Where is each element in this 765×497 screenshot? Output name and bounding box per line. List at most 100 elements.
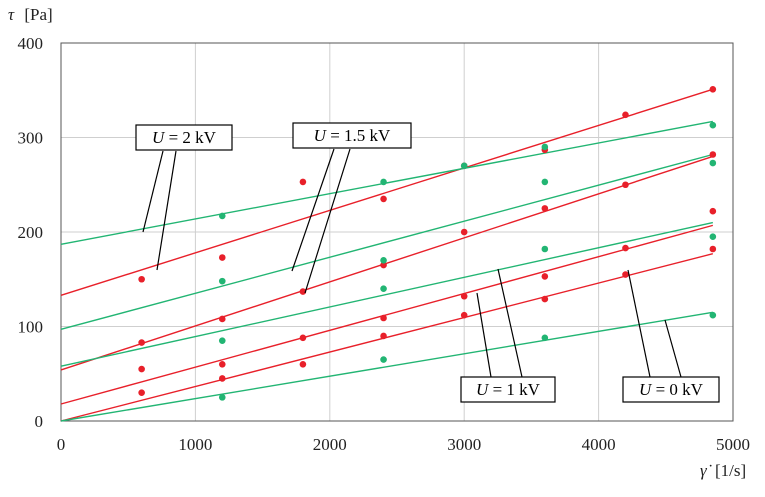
data-point-green (541, 178, 549, 186)
data-point-red (460, 228, 468, 236)
annotation-label: U = 0 kV (639, 380, 704, 399)
plot-area-frame (60, 42, 734, 422)
y-tick-label: 100 (18, 318, 44, 337)
data-point-red (460, 311, 468, 319)
annotation-leader-line (664, 319, 682, 378)
data-point-red (299, 334, 307, 342)
data-point-red (218, 315, 226, 323)
annotation-label: U = 1.5 kV (314, 126, 391, 145)
data-point-green (218, 337, 226, 344)
data-point-red (709, 151, 717, 158)
data-point-red (709, 86, 717, 93)
data-point-green (218, 277, 226, 285)
y-tick-label: 200 (18, 223, 44, 242)
fit-line-green-5 (60, 153, 714, 331)
data-point-green (709, 159, 717, 167)
annotation-value: = 0 kV (651, 380, 703, 399)
data-point-red (709, 245, 717, 253)
annotation-box (622, 376, 720, 403)
x-axis-unit: [1/s] (715, 461, 746, 480)
annotation-leader-line (497, 268, 523, 378)
y-axis-title: τ [Pa] (8, 5, 53, 24)
fit-line-red-1 (60, 155, 714, 371)
data-point-green (709, 311, 717, 319)
data-point-red (218, 361, 226, 368)
fit-line-green-7 (60, 311, 713, 422)
annotation-leader-line (627, 269, 651, 378)
annotation-leaders (142, 148, 682, 378)
data-point-red (380, 314, 387, 322)
annotation-value: = 1.5 kV (326, 126, 391, 145)
data-point-red (622, 271, 629, 278)
data-point-red (138, 365, 145, 373)
data-points (138, 86, 717, 401)
data-point-red (622, 244, 629, 252)
annotation-leader-line (304, 148, 351, 294)
data-point-red (460, 292, 468, 300)
data-point-red (218, 254, 226, 261)
y-tick-label: 0 (35, 412, 44, 431)
x-tick-label: 0 (57, 435, 66, 454)
annotation-leader-line (142, 150, 164, 233)
data-point-green (218, 212, 226, 220)
data-point-red (622, 111, 629, 119)
data-point-green (541, 245, 549, 253)
data-point-red (218, 375, 226, 382)
y-tick-label: 400 (18, 34, 44, 53)
x-tick-label: 4000 (582, 435, 616, 454)
data-point-green (218, 394, 226, 401)
annotation-label: U = 1 kV (476, 380, 541, 399)
data-point-green (380, 178, 387, 186)
data-point-green (541, 334, 549, 342)
annotation-box (292, 122, 412, 149)
data-point-red (138, 275, 145, 283)
data-point-red (299, 288, 307, 295)
annotation-leader-line (156, 150, 177, 271)
data-point-red (299, 178, 307, 186)
annotation-variable: U (314, 126, 328, 145)
fit-line-red-3 (60, 253, 714, 422)
annotation-labels: U = 2 kV U = 1.5 kVU = 1 kV U = 0 kV (135, 122, 720, 403)
x-tick-label: 3000 (447, 435, 481, 454)
x-axis-title: γ̇ [1/s] (700, 461, 746, 480)
x-tick-label: 5000 (716, 435, 750, 454)
data-point-green (709, 121, 717, 129)
data-point-green (541, 143, 549, 151)
y-tick-label: 300 (18, 129, 44, 148)
annotation-variable: U (639, 380, 653, 399)
x-tick-label: 1000 (178, 435, 212, 454)
fit-line-green-4 (60, 120, 713, 245)
data-point-red (622, 181, 629, 189)
annotation-box (135, 124, 233, 151)
x-tick-label: 2000 (313, 435, 347, 454)
data-point-red (380, 332, 387, 340)
data-point-green (709, 233, 717, 241)
annotation-box (460, 376, 556, 403)
data-point-red (138, 339, 145, 346)
annotation-variable: U (152, 128, 166, 147)
data-point-red (138, 389, 145, 396)
data-point-green (460, 162, 468, 170)
annotation-leader-line (476, 292, 492, 378)
data-point-red (299, 361, 307, 368)
data-point-green (380, 356, 387, 363)
annotation-leader-line (291, 148, 335, 272)
fit-line-red-2 (60, 224, 714, 405)
annotation-label: U = 2 kV (152, 128, 217, 147)
y-axis-unit: [Pa] (24, 5, 52, 24)
x-axis-symbol: γ̇ (700, 461, 712, 480)
data-point-red (541, 273, 549, 280)
data-point-green (380, 285, 387, 293)
annotation-value: = 2 kV (164, 128, 216, 147)
annotation-variable: U (476, 380, 490, 399)
data-point-red (541, 295, 549, 303)
y-axis-symbol: τ (8, 5, 15, 24)
data-point-red (541, 205, 549, 212)
data-point-red (380, 261, 387, 269)
data-point-red (380, 195, 387, 203)
data-point-red (709, 207, 717, 215)
data-point-green (380, 257, 387, 264)
fit-lines (60, 88, 714, 422)
